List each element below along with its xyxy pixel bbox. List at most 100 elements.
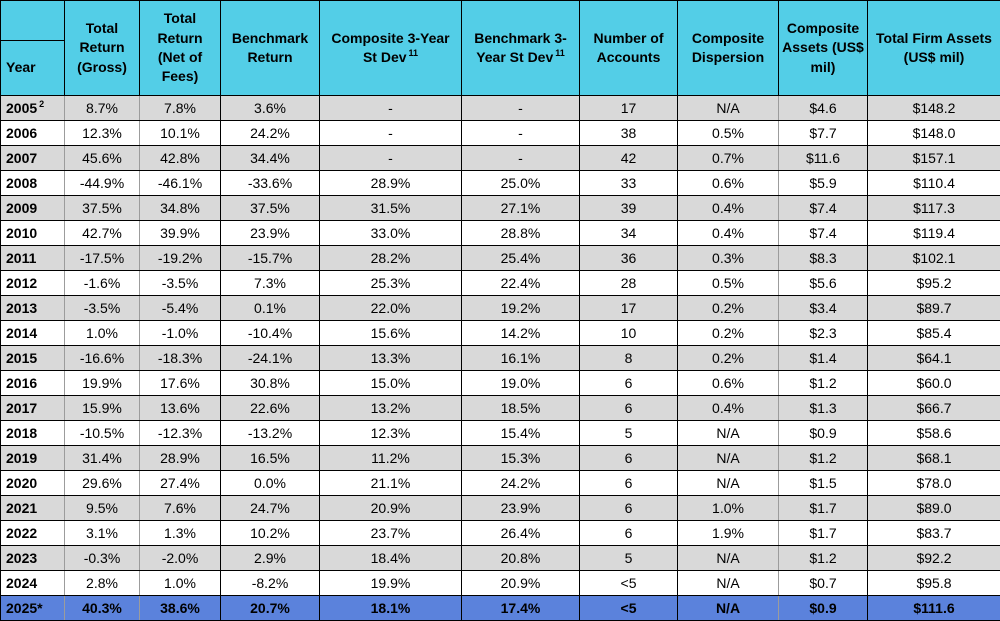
table-cell: 0.6% <box>678 371 779 396</box>
row-year: 2021 <box>1 496 65 521</box>
table-cell: $5.9 <box>779 171 868 196</box>
table-cell: 13.2% <box>320 396 462 421</box>
table-cell: $83.7 <box>868 521 1000 546</box>
table-cell: 1.9% <box>678 521 779 546</box>
table-cell: 39.9% <box>140 221 221 246</box>
row-year: 2009 <box>1 196 65 221</box>
table-cell: 15.6% <box>320 321 462 346</box>
table-cell: $110.4 <box>868 171 1000 196</box>
table-cell: $7.4 <box>779 221 868 246</box>
table-cell: 0.4% <box>678 396 779 421</box>
table-cell: 22.0% <box>320 296 462 321</box>
table-cell: 0.1% <box>221 296 320 321</box>
table-cell: <5 <box>580 571 678 596</box>
table-cell: $1.2 <box>779 546 868 571</box>
table-cell: $92.2 <box>868 546 1000 571</box>
footnote-ref-11: 11 <box>555 48 565 58</box>
row-year: 2012 <box>1 271 65 296</box>
table-cell: 10.2% <box>221 521 320 546</box>
header-text: Composite 3-Year St Dev <box>331 30 449 65</box>
year-header-spacer <box>1 1 64 41</box>
table-cell: $0.9 <box>779 421 868 446</box>
table-cell: 6 <box>580 521 678 546</box>
table-cell: 7.8% <box>140 96 221 121</box>
table-cell: 17.4% <box>462 596 580 621</box>
table-cell: 1.0% <box>65 321 140 346</box>
table-cell: -1.6% <box>65 271 140 296</box>
table-cell: 23.7% <box>320 521 462 546</box>
table-cell: 0.5% <box>678 271 779 296</box>
table-cell: 18.1% <box>320 596 462 621</box>
table-cell: 0.3% <box>678 246 779 271</box>
table-cell: 19.9% <box>320 571 462 596</box>
table-cell: 26.4% <box>462 521 580 546</box>
table-cell: $1.4 <box>779 346 868 371</box>
table-cell: $89.0 <box>868 496 1000 521</box>
row-year: 2008 <box>1 171 65 196</box>
table-cell: $1.7 <box>779 496 868 521</box>
table-cell: - <box>462 96 580 121</box>
table-cell: -10.4% <box>221 321 320 346</box>
table-cell: 0.2% <box>678 321 779 346</box>
table-cell: N/A <box>678 421 779 446</box>
col-header-benchmark-return: Benchmark Return <box>221 1 320 96</box>
table-cell: -44.9% <box>65 171 140 196</box>
row-year: 2023 <box>1 546 65 571</box>
table-cell: -0.3% <box>65 546 140 571</box>
table-cell: -17.5% <box>65 246 140 271</box>
table-cell: 0.7% <box>678 146 779 171</box>
table-cell: 13.3% <box>320 346 462 371</box>
table-cell: 3.6% <box>221 96 320 121</box>
table-cell: -46.1% <box>140 171 221 196</box>
table-cell: $111.6 <box>868 596 1000 621</box>
table-cell: -12.3% <box>140 421 221 446</box>
table-cell: 34 <box>580 221 678 246</box>
table-cell: 0.0% <box>221 471 320 496</box>
table-cell: 38 <box>580 121 678 146</box>
table-cell: $78.0 <box>868 471 1000 496</box>
table-cell: 20.9% <box>462 571 580 596</box>
table-cell: $2.3 <box>779 321 868 346</box>
table-cell: 15.0% <box>320 371 462 396</box>
table-cell: 16.1% <box>462 346 580 371</box>
table-cell: $58.6 <box>868 421 1000 446</box>
table-cell: 29.6% <box>65 471 140 496</box>
table-cell: - <box>320 96 462 121</box>
table-cell: 12.3% <box>320 421 462 446</box>
table-cell: $0.7 <box>779 571 868 596</box>
table-cell: 1.0% <box>678 496 779 521</box>
row-year: 2014 <box>1 321 65 346</box>
year-header-label: Year <box>1 41 64 95</box>
table-cell: 25.0% <box>462 171 580 196</box>
table-cell: N/A <box>678 446 779 471</box>
table-cell: 6 <box>580 496 678 521</box>
table-cell: $1.5 <box>779 471 868 496</box>
table-cell: 0.4% <box>678 196 779 221</box>
col-header-composite-dispersion: Composite Dispersion <box>678 1 779 96</box>
row-year: 2022 <box>1 521 65 546</box>
table-cell: $85.4 <box>868 321 1000 346</box>
table-cell: 6 <box>580 446 678 471</box>
table-cell: 2.8% <box>65 571 140 596</box>
table-cell: N/A <box>678 96 779 121</box>
table-cell: 23.9% <box>221 221 320 246</box>
table-cell: 22.4% <box>462 271 580 296</box>
table-cell: $89.7 <box>868 296 1000 321</box>
row-year: 2011 <box>1 246 65 271</box>
table-cell: -5.4% <box>140 296 221 321</box>
table-cell: 42 <box>580 146 678 171</box>
table-cell: 30.8% <box>221 371 320 396</box>
table-cell: $148.0 <box>868 121 1000 146</box>
